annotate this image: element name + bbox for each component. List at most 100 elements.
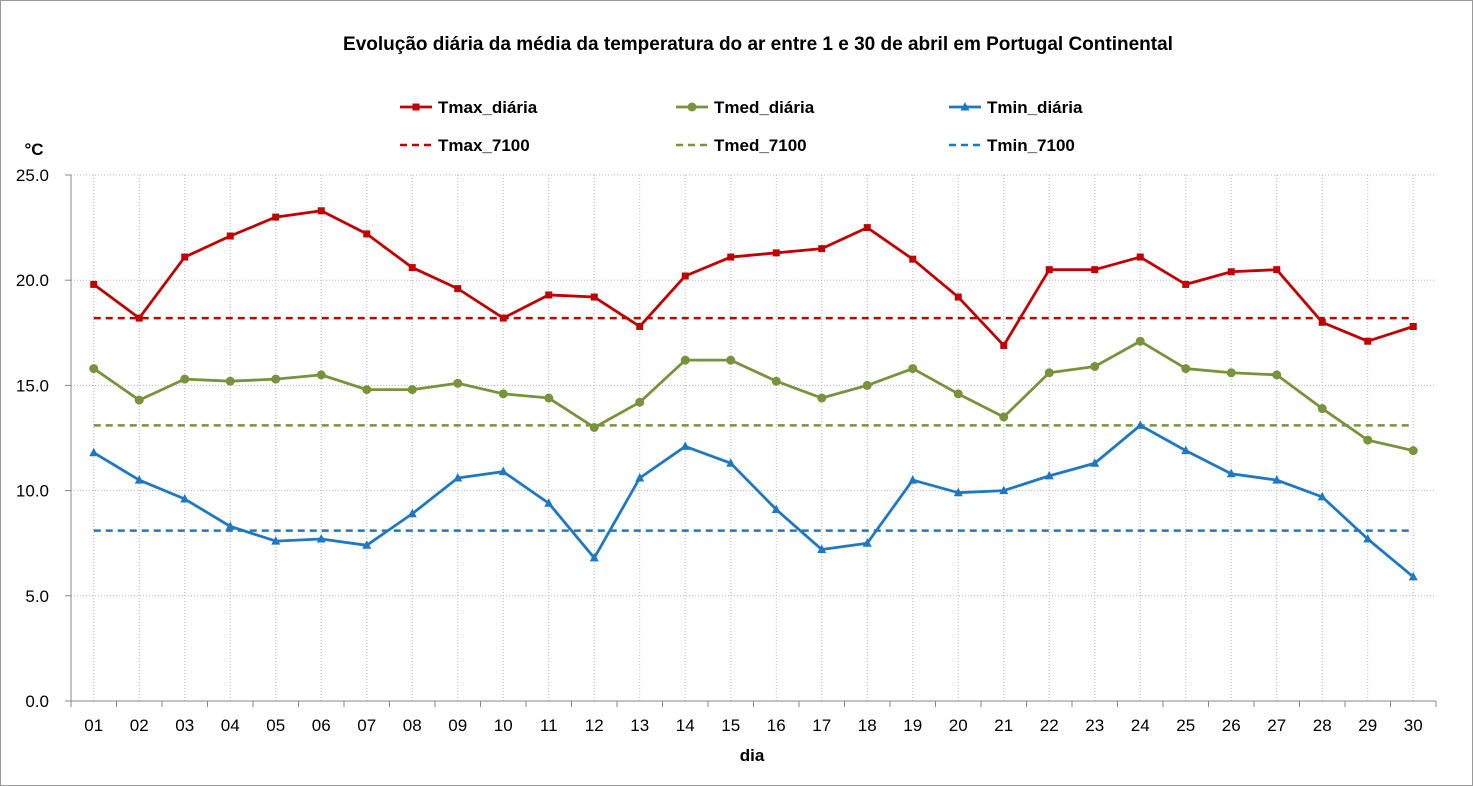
x-tick-label: 27 [1267,716,1286,735]
legend-item-tmax-7100: Tmax_7100 [400,136,530,155]
x-tick-label: 09 [448,716,467,735]
tmin-diaria-point [1135,420,1145,429]
tmin-diaria-point [1181,445,1191,455]
legend-label: Tmin_7100 [987,136,1075,155]
tmin-diaria-point [862,538,872,547]
tmin-diaria-point [1408,571,1418,581]
x-tick-label: 19 [903,716,922,735]
y-tick-label: 0.0 [25,692,49,711]
tmed-diaria-point [134,395,144,405]
tmin-diaria-point [498,466,508,476]
tmin-diaria-point [544,498,554,507]
tmax-diaria-point [1091,266,1099,274]
tmed-diaria-point [862,380,872,390]
y-tick-label: 25.0 [16,166,49,185]
x-tick-label: 11 [540,716,558,735]
y-tick-label: 15.0 [16,376,49,395]
tmax-diaria-point [135,314,143,322]
axes: 0.0 5.0 10.0 15.0 20.0 25.0 01 02 03 04 05 06 07 08 09… [16,166,1437,735]
x-tick-label: 08 [403,716,422,735]
tmin-diaria-point [271,536,281,545]
grid [71,174,1436,701]
legend-item-tmed-7100: Tmed_7100 [676,136,807,155]
tmax-diaria-point [909,255,917,263]
tmax-diaria-point [545,291,553,299]
tmed-diaria-point [1363,435,1373,445]
tmin-diaria-point [908,475,918,484]
legend-item-tmin-7100: Tmin_7100 [949,136,1075,155]
legend: Tmax_diária Tmed_diária Tmin_diária Tmax_71… [400,98,1083,155]
tmax-diaria-point [1182,280,1190,288]
tmed-diaria-line [92,339,1414,452]
legend-label: Tmed_7100 [714,136,807,155]
tmax-diaria-point [954,293,962,301]
tmed-diaria-point [362,385,372,395]
x-tick-label: 23 [1085,716,1104,735]
series-group [89,207,1418,581]
tmed-diaria-point [1181,364,1191,374]
x-tick-label: 15 [721,716,740,735]
tmax-diaria-point [454,285,462,293]
chart-title: Evolução diária da média da temperatura … [343,34,1173,55]
tmax-diaria-point [1136,253,1144,261]
x-axis-title: dia [740,746,765,765]
x-tick-label: 10 [494,716,513,735]
tmed-diaria-point [271,374,281,384]
tmax-diaria-point [363,230,371,238]
tmed-diaria-point [498,389,508,399]
tmed-diaria-point [1044,368,1054,378]
tmax-diaria-point [272,213,280,221]
tmax-diaria-point [499,314,507,322]
legend-label: Tmed_diária [714,98,815,117]
tmax-diaria-point [317,207,325,215]
tmax-diaria-point [681,272,689,280]
x-tick-label: 29 [1358,716,1377,735]
x-tick-label: 16 [767,716,786,735]
tmed-diaria-point [1090,361,1100,371]
tmed-diaria-point [1135,336,1145,346]
tmed-diaria-point [407,385,417,395]
tmed-diaria-point [908,364,918,374]
tmed-diaria-point [817,393,827,403]
tmin-diaria-point [589,552,599,562]
tmax-diaria-point [1409,322,1417,330]
tmin-diaria-point [89,447,99,457]
legend-item-tmin-diaria: Tmin_diária [949,98,1083,117]
x-tick-label: 14 [676,716,695,735]
tmin-diaria-point [362,540,372,549]
x-tick-label: 30 [1404,716,1423,735]
x-tick-label: 12 [585,716,604,735]
tmed-diaria-point [1272,370,1282,380]
tmin-diaria-point [453,472,463,482]
tmin-diaria-point [1272,475,1282,484]
tmin-diaria-point [999,485,1009,495]
x-tick-label: 05 [266,716,285,735]
x-tick-label: 13 [630,716,649,735]
tmed-diaria-point [999,412,1009,422]
legend-item-tmed-diaria: Tmed_diária [676,98,815,117]
tmed-diaria-point [544,393,554,403]
x-tick-label: 02 [130,716,149,735]
tmed-diaria-point [680,355,690,365]
tmed-diaria-point [225,376,235,386]
tmin-diaria-point [1044,470,1054,480]
x-tick-label: 07 [357,716,376,735]
tmed-diaria-point [771,376,781,386]
tmed-diaria-point [1408,446,1418,456]
tmax-diaria-line [92,209,1414,347]
x-tick-label: 20 [949,716,968,735]
x-tick-label: 28 [1313,716,1332,735]
tmax-diaria-point [818,245,826,253]
tmin-diaria-point [680,441,690,450]
tmax-diaria-point [1273,266,1281,274]
tmin-diaria-point [407,508,417,518]
legend-label: Tmax_7100 [438,136,530,155]
legend-label: Tmax_diária [438,98,538,117]
tmed-diaria-point [953,389,963,399]
tmin-diaria-point [771,504,781,514]
tmed-diaria-point [89,364,99,374]
y-tick-label: 10.0 [16,482,49,501]
tmax-diaria-point [90,280,98,288]
tmax-diaria-point [226,232,234,240]
